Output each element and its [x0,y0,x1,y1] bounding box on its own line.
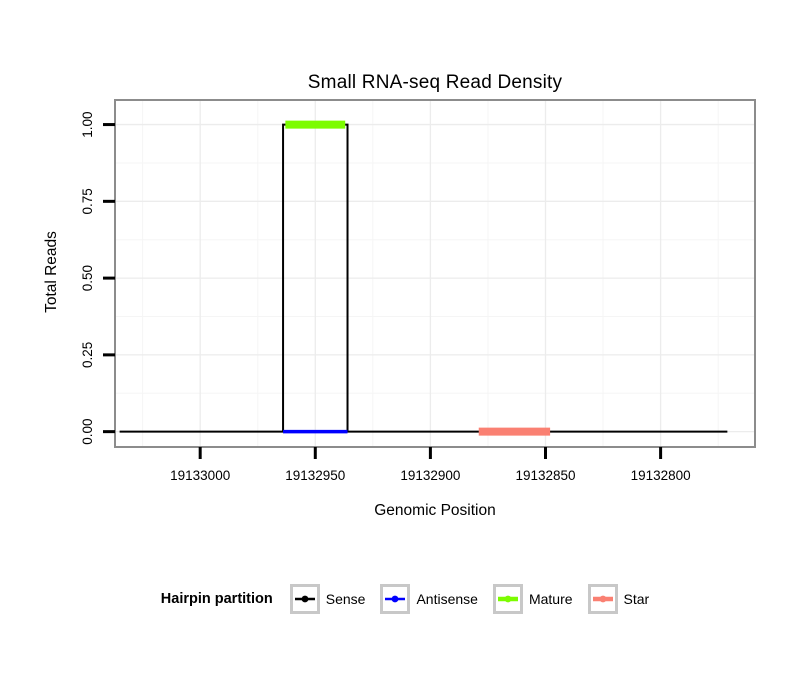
legend-label-star: Star [623,591,650,607]
legend-item-mature: Mature [492,584,573,614]
legend-item-sense: Sense [289,584,366,614]
legend: Hairpin partition Sense Antisense Mature St… [0,578,810,620]
y-tick-label: 0.75 [80,188,95,214]
panel-border [114,99,756,448]
x-tick-label: 19132950 [285,468,345,483]
chart-title: Small RNA-seq Read Density [307,72,563,93]
legend-glyph-mature-icon [497,595,518,603]
y-axis-title: Total Reads [43,231,60,313]
y-tick-label: 1.00 [80,111,95,137]
y-tick-label: 0.25 [80,342,95,368]
x-tick-label: 19132900 [400,468,460,483]
y-tick-label: 0.50 [80,265,95,291]
y-tick-label: 0.00 [80,419,95,445]
legend-title: Hairpin partition [160,591,273,607]
legend-entries: Sense Antisense Mature Star [289,584,650,614]
panel-background [115,100,755,447]
legend-item-star: Star [587,584,650,614]
legend-label-mature: Mature [528,591,573,607]
legend-point-star [599,595,606,603]
legend-item-antisense: Antisense [380,584,478,614]
legend-point-sense [301,595,309,603]
x-tick-label: 19132800 [631,468,691,483]
legend-point-mature [504,595,512,603]
legend-key-star-icon [587,584,618,614]
legend-glyph-sense-icon [294,595,315,603]
x-tick-label: 19133000 [170,468,230,483]
legend-label-antisense: Antisense [416,591,478,607]
legend-point-antisense [392,595,399,603]
x-tick-label: 19132850 [515,468,575,483]
legend-glyph-antisense-icon [385,595,406,603]
x-axis-title: Genomic Position [374,502,496,519]
legend-label-sense: Sense [325,591,366,607]
legend-glyph-star-icon [592,595,613,603]
legend-key-sense-icon [289,584,320,614]
legend-key-antisense-icon [380,584,411,614]
legend-key-mature-icon [492,584,523,614]
